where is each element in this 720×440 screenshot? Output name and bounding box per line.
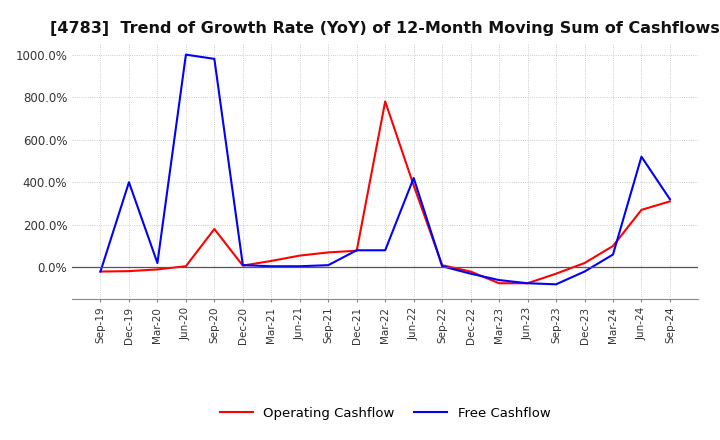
Operating Cashflow (608, 243, 617, 249)
Operating Cashflow (125, 268, 133, 274)
Line: Free Cashflow: Free Cashflow (101, 55, 670, 284)
Operating Cashflow (295, 253, 304, 258)
Free Cashflow (352, 248, 361, 253)
Free Cashflow (238, 263, 247, 268)
Operating Cashflow (438, 263, 446, 268)
Operating Cashflow (352, 248, 361, 253)
Free Cashflow (381, 248, 390, 253)
Title: [4783]  Trend of Growth Rate (YoY) of 12-Month Moving Sum of Cashflows: [4783] Trend of Growth Rate (YoY) of 12-… (50, 21, 720, 36)
Free Cashflow (523, 281, 532, 286)
Free Cashflow (295, 264, 304, 269)
Operating Cashflow (153, 267, 162, 272)
Operating Cashflow (495, 281, 503, 286)
Operating Cashflow (324, 250, 333, 255)
Free Cashflow (467, 271, 475, 276)
Operating Cashflow (410, 183, 418, 188)
Free Cashflow (210, 56, 219, 62)
Free Cashflow (181, 52, 190, 57)
Free Cashflow (608, 252, 617, 257)
Operating Cashflow (381, 99, 390, 104)
Free Cashflow (153, 260, 162, 266)
Operating Cashflow (552, 271, 560, 276)
Operating Cashflow (238, 263, 247, 268)
Legend: Operating Cashflow, Free Cashflow: Operating Cashflow, Free Cashflow (215, 402, 556, 425)
Free Cashflow (410, 175, 418, 180)
Operating Cashflow (181, 264, 190, 269)
Operating Cashflow (96, 269, 105, 274)
Free Cashflow (324, 263, 333, 268)
Free Cashflow (96, 269, 105, 274)
Operating Cashflow (637, 207, 646, 213)
Free Cashflow (125, 180, 133, 185)
Free Cashflow (637, 154, 646, 159)
Operating Cashflow (665, 199, 674, 204)
Free Cashflow (580, 269, 589, 274)
Free Cashflow (495, 278, 503, 283)
Free Cashflow (552, 282, 560, 287)
Operating Cashflow (467, 269, 475, 274)
Operating Cashflow (580, 260, 589, 266)
Operating Cashflow (210, 226, 219, 231)
Line: Operating Cashflow: Operating Cashflow (101, 101, 670, 283)
Free Cashflow (438, 264, 446, 269)
Operating Cashflow (267, 258, 276, 264)
Operating Cashflow (523, 281, 532, 286)
Free Cashflow (665, 197, 674, 202)
Free Cashflow (267, 264, 276, 269)
